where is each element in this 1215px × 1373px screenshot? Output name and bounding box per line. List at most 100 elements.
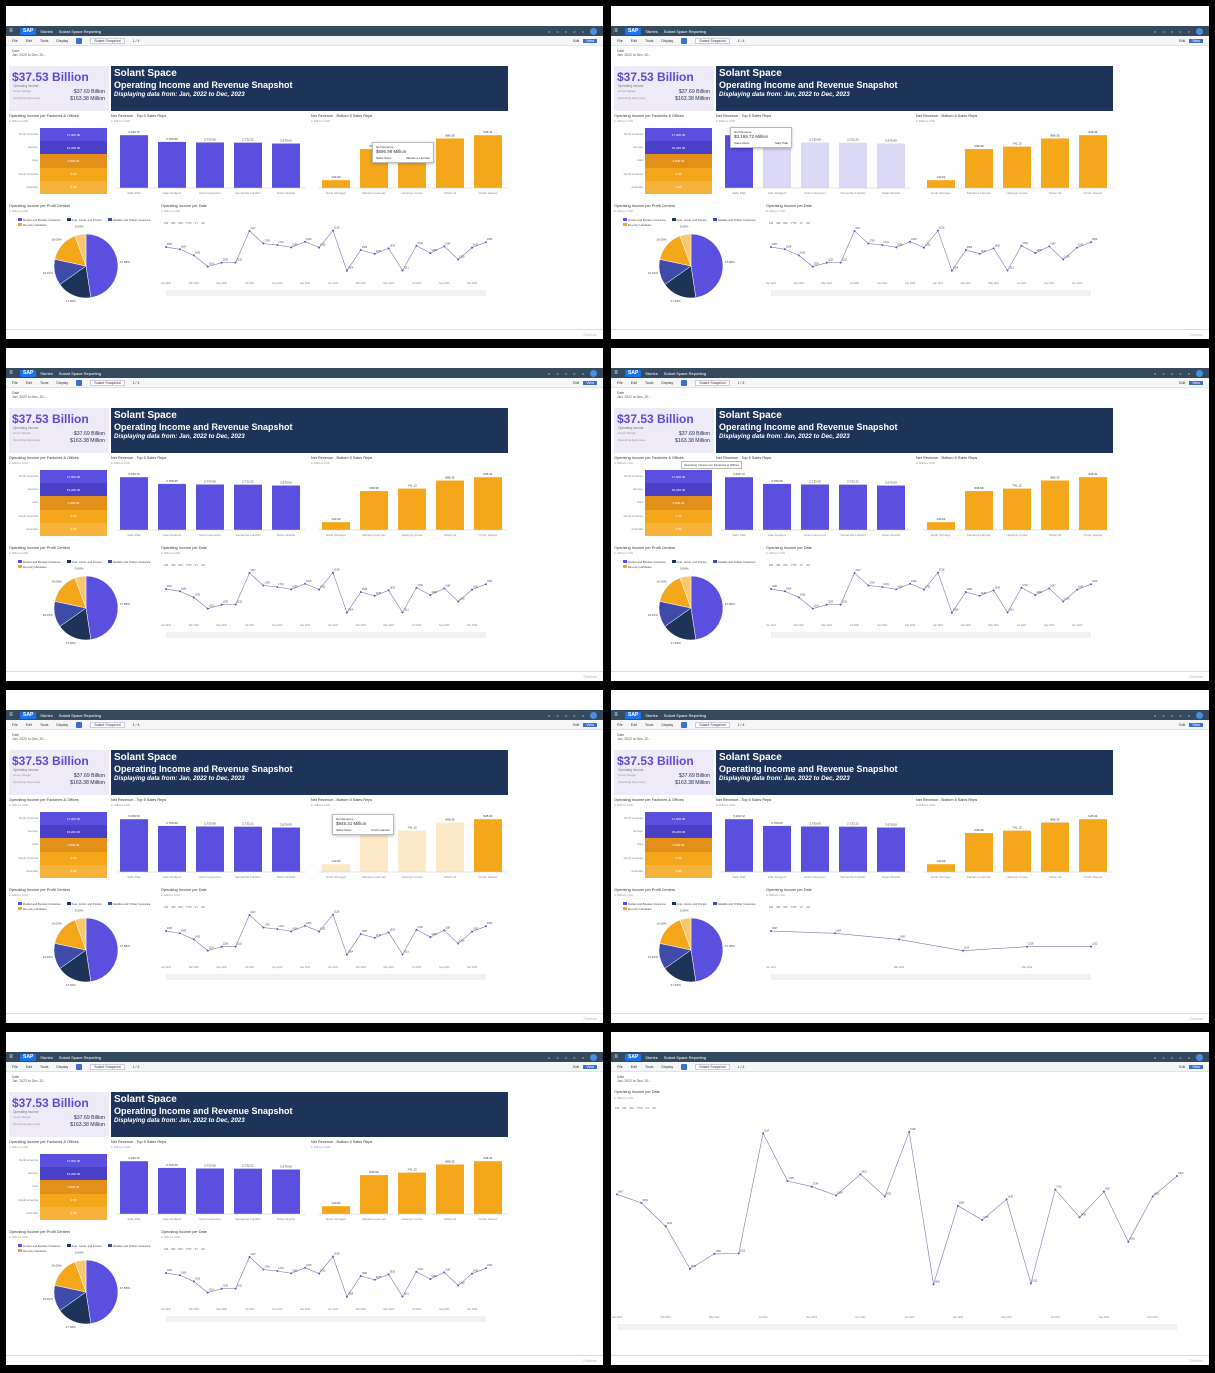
- page-selector[interactable]: Solant Snapshot: [90, 37, 125, 44]
- line-point[interactable]: [373, 252, 376, 255]
- line-point[interactable]: [234, 603, 237, 606]
- kpi-tile[interactable]: $37.53 Billion Operating Income Gross Marg…: [614, 66, 714, 111]
- line-point[interactable]: [359, 591, 362, 594]
- bar[interactable]: [234, 826, 262, 872]
- profit-pie[interactable]: 47.58% 17.62% 13.15% 16.05% 5.60%: [43, 566, 148, 650]
- line-point[interactable]: [1006, 611, 1009, 614]
- profit-pie[interactable]: 47.58% 17.62% 13.15% 16.05% 5.60%: [43, 224, 148, 308]
- line-point[interactable]: [220, 603, 223, 606]
- bar[interactable]: [725, 819, 753, 872]
- line-point[interactable]: [304, 1266, 307, 1269]
- profit-title[interactable]: Operating Income per Profit Centers: [9, 204, 70, 208]
- range-slider[interactable]: [771, 290, 1091, 296]
- line-point[interactable]: [220, 261, 223, 264]
- date-line-chart[interactable]: 1667 Jan 2022 1604 1432 Mar 2022 1118 1228 May …: [161, 911, 506, 984]
- factory-bar[interactable]: 15,200.00: [645, 141, 712, 155]
- select-icon[interactable]: [681, 1063, 688, 1070]
- line-point[interactable]: [318, 1272, 321, 1275]
- line-point[interactable]: [923, 246, 926, 249]
- menu-edit[interactable]: Edit: [25, 38, 32, 43]
- line-point[interactable]: [262, 926, 265, 929]
- factory-bar[interactable]: 17,000.00: [40, 128, 107, 142]
- bar[interactable]: [839, 826, 867, 872]
- page-selector[interactable]: Solant Snapshot: [90, 379, 125, 386]
- line-point[interactable]: [1054, 1188, 1057, 1191]
- menu-tools[interactable]: Tools: [40, 722, 49, 727]
- line-point[interactable]: [415, 244, 418, 247]
- bar[interactable]: [196, 826, 224, 872]
- menu-edit[interactable]: Edit: [630, 38, 637, 43]
- line-point[interactable]: [387, 931, 390, 934]
- bar-chart-2[interactable]: 140.02 Hank Schrager 696.99 Marianne Herman…: [318, 1154, 508, 1228]
- filter-bar[interactable]: Date Jan, 2022 to Dec, 20...: [6, 388, 603, 406]
- avatar[interactable]: [590, 711, 597, 719]
- legend-item[interactable]: Rocket and Booster Insurance: [623, 560, 666, 564]
- line-point[interactable]: [883, 1195, 886, 1198]
- line-point[interactable]: [262, 584, 265, 587]
- bottom5-title[interactable]: Net Revenue - Bottom 5 Sales Reps: [916, 114, 978, 118]
- settings-icon[interactable]: ○: [581, 712, 584, 718]
- factories-stack[interactable]: 17,000.00 15,200.00 3,840.00 2.50 4.00: [40, 470, 107, 536]
- factory-bar[interactable]: 3,840.00: [40, 496, 107, 510]
- line-point[interactable]: [839, 261, 842, 264]
- line-point[interactable]: [304, 924, 307, 927]
- help-icon[interactable]: ○: [573, 370, 576, 376]
- line-point[interactable]: [234, 945, 237, 948]
- time-button[interactable]: All: [806, 905, 810, 909]
- bar[interactable]: [1079, 477, 1107, 530]
- menu-icon[interactable]: ≡: [614, 1054, 618, 1060]
- bar[interactable]: [234, 1168, 262, 1214]
- pie-slice[interactable]: [85, 233, 119, 298]
- line-point[interactable]: [178, 248, 181, 251]
- legend-item[interactable]: Rocket and Booster Insurance: [18, 1244, 61, 1248]
- line-point[interactable]: [1076, 246, 1079, 249]
- stories-crumb[interactable]: Stories: [645, 1054, 658, 1060]
- line-point[interactable]: [192, 938, 195, 941]
- story-title[interactable]: Solant Space Reporting: [58, 370, 101, 376]
- line-point[interactable]: [881, 244, 884, 246]
- filter-value[interactable]: Jan, 2022 to Dec, 20...: [617, 1079, 652, 1083]
- edit-button[interactable]: Edit: [573, 1064, 580, 1069]
- date-line-chart[interactable]: 1667 Jan 2022 1604 1432 Mar 2022 1118 1228 May …: [612, 1122, 1197, 1334]
- line-point[interactable]: [616, 1193, 618, 1196]
- line-point[interactable]: [429, 936, 432, 939]
- date-title[interactable]: Operating Income per Date: [161, 204, 207, 208]
- pie-slice[interactable]: [679, 917, 692, 951]
- factories-title[interactable]: Operating Income per Factories & Offices: [614, 456, 684, 460]
- factory-bar[interactable]: 4.00: [40, 864, 107, 878]
- time-button[interactable]: 1M: [164, 905, 169, 909]
- line-point[interactable]: [331, 1255, 334, 1258]
- time-button[interactable]: 6M: [178, 1247, 183, 1251]
- bar[interactable]: [196, 484, 224, 530]
- line-point[interactable]: [1127, 1240, 1130, 1243]
- filter-bar[interactable]: Date Jan, 2022 to Dec, 20...: [611, 46, 1209, 64]
- line-point[interactable]: [1090, 945, 1092, 948]
- line-point[interactable]: [318, 588, 321, 591]
- line-point[interactable]: [178, 932, 181, 935]
- factories-stack[interactable]: 17,000.00 15,200.00 3,840.00 2.50 4.00: [645, 470, 712, 536]
- line-point[interactable]: [978, 252, 981, 255]
- stories-crumb[interactable]: Stories: [40, 370, 53, 376]
- time-button[interactable]: 3M: [171, 563, 176, 567]
- bell-icon[interactable]: ○: [1170, 1054, 1174, 1060]
- line-point[interactable]: [881, 586, 884, 588]
- time-button[interactable]: 1Y: [799, 563, 804, 567]
- bar[interactable]: [398, 488, 426, 530]
- bar[interactable]: [725, 477, 753, 530]
- bottom5-title[interactable]: Net Revenue - Bottom 5 Sales Reps: [311, 1140, 373, 1144]
- factory-bar[interactable]: 2.50: [40, 167, 107, 181]
- factories-title[interactable]: Operating Income per Factories & Offices: [9, 798, 79, 802]
- menu-file[interactable]: File: [12, 722, 18, 727]
- bottom5-title[interactable]: Net Revenue - Bottom 5 Sales Reps: [916, 798, 978, 802]
- legend-item[interactable]: Fuel, Joints, and Pumps: [66, 218, 102, 222]
- stories-crumb[interactable]: Stories: [40, 28, 53, 34]
- date-line-chart[interactable]: 1667 Jan 2022 1604 1432 Mar 2022 1118 1228 May …: [766, 227, 1111, 300]
- time-button[interactable]: 3M: [622, 1106, 627, 1110]
- date-title[interactable]: Operating Income per Date: [766, 546, 812, 550]
- view-button[interactable]: View: [1189, 38, 1203, 43]
- bar[interactable]: [234, 484, 262, 530]
- menu-edit[interactable]: Edit: [25, 722, 32, 727]
- bar[interactable]: [360, 1175, 388, 1214]
- stories-crumb[interactable]: Stories: [645, 712, 658, 718]
- menu-tools[interactable]: Tools: [645, 1064, 654, 1069]
